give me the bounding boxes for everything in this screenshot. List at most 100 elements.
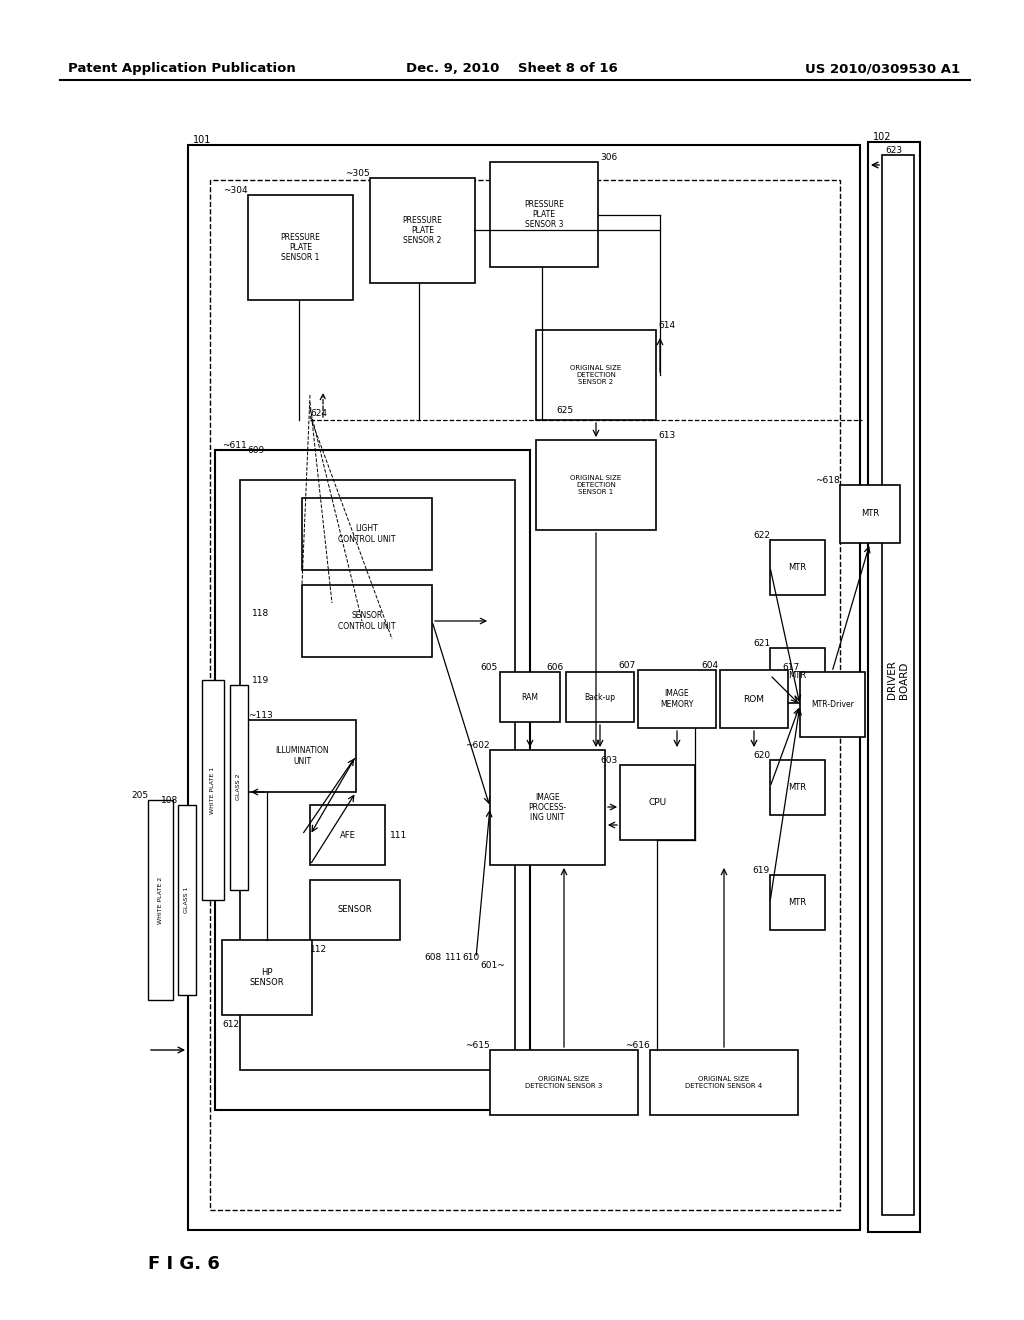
Bar [490,1049,638,1115]
Bar [148,800,173,1001]
Text: WHITE PLATE 1: WHITE PLATE 1 [211,767,215,813]
Text: MTR-Driver: MTR-Driver [811,700,854,709]
Text: PRESSURE
PLATE
SENSOR 1: PRESSURE PLATE SENSOR 1 [281,232,321,263]
Text: SENSOR: SENSOR [338,906,373,915]
Bar [248,719,356,792]
Text: CPU: CPU [648,799,667,807]
Text: MTR: MTR [861,510,879,519]
Text: MTR: MTR [788,671,807,680]
Text: ~616: ~616 [626,1041,650,1049]
Text: 605: 605 [480,663,498,672]
Bar [500,672,560,722]
Bar [178,805,196,995]
Bar [770,540,825,595]
Text: ILLUMINATION
UNIT: ILLUMINATION UNIT [275,746,329,766]
Bar [188,145,860,1230]
Text: GLASS 2: GLASS 2 [237,774,242,800]
Text: 621: 621 [753,639,770,648]
Text: ~611: ~611 [222,441,247,450]
Bar [650,1049,798,1115]
Text: WHITE PLATE 2: WHITE PLATE 2 [159,876,164,924]
Text: ~305: ~305 [345,169,370,178]
Bar [490,750,605,865]
Text: 620: 620 [753,751,770,760]
Text: 112: 112 [310,945,327,954]
Bar [800,672,865,737]
Text: Back-up: Back-up [585,693,615,701]
Text: Patent Application Publication: Patent Application Publication [68,62,296,75]
Text: ~602: ~602 [465,741,490,750]
Text: 610: 610 [462,953,479,962]
Bar [868,143,920,1232]
Text: 108: 108 [161,796,178,805]
Text: 609: 609 [247,446,264,455]
Bar [240,480,515,1071]
Text: 607: 607 [618,661,636,671]
Text: 617: 617 [782,663,800,672]
Text: PRESSURE
PLATE
SENSOR 3: PRESSURE PLATE SENSOR 3 [524,199,564,230]
Text: SENSOR
CONTROL UNIT: SENSOR CONTROL UNIT [338,611,395,631]
Text: 614: 614 [658,321,675,330]
Text: 623: 623 [885,147,902,154]
Text: 619: 619 [753,866,770,875]
Text: ~113: ~113 [248,711,272,719]
Bar [720,671,788,729]
Bar [202,680,224,900]
Text: ROM: ROM [743,694,765,704]
Text: MTR: MTR [788,783,807,792]
Bar [302,585,432,657]
Text: US 2010/0309530 A1: US 2010/0309530 A1 [805,62,961,75]
Text: ~618: ~618 [815,477,840,484]
Text: DRIVER
BOARD: DRIVER BOARD [887,660,909,700]
Bar [310,880,400,940]
Text: 118: 118 [252,609,269,618]
Bar [490,162,598,267]
Bar [230,685,248,890]
Text: ~304: ~304 [223,186,248,195]
Text: 625: 625 [556,407,573,414]
Text: Dec. 9, 2010    Sheet 8 of 16: Dec. 9, 2010 Sheet 8 of 16 [407,62,617,75]
Bar [770,875,825,931]
Text: ORIGINAL SIZE
DETECTION SENSOR 3: ORIGINAL SIZE DETECTION SENSOR 3 [525,1076,603,1089]
Text: ORIGINAL SIZE
DETECTION SENSOR 4: ORIGINAL SIZE DETECTION SENSOR 4 [685,1076,763,1089]
Bar [882,154,914,1214]
Text: ORIGINAL SIZE
DETECTION
SENSOR 2: ORIGINAL SIZE DETECTION SENSOR 2 [570,366,622,385]
Text: 102: 102 [873,132,892,143]
Text: 205: 205 [131,791,148,800]
Text: ORIGINAL SIZE
DETECTION
SENSOR 1: ORIGINAL SIZE DETECTION SENSOR 1 [570,475,622,495]
Text: 306: 306 [600,153,617,162]
Text: 604: 604 [700,661,718,671]
Text: 111: 111 [390,830,408,840]
Bar [840,484,900,543]
Text: 111: 111 [445,953,462,962]
Bar [770,760,825,814]
Text: 622: 622 [753,531,770,540]
Text: 608: 608 [424,953,441,962]
Bar [302,498,432,570]
Text: 601~: 601~ [480,961,505,969]
Text: LIGHT
CONTROL UNIT: LIGHT CONTROL UNIT [338,524,395,544]
Bar [536,330,656,420]
Bar [210,180,840,1210]
Text: GLASS 1: GLASS 1 [184,887,189,913]
Bar [566,672,634,722]
Bar [770,648,825,704]
Text: 624: 624 [310,409,327,418]
Text: 606: 606 [547,663,564,672]
Bar [248,195,353,300]
Bar [620,766,695,840]
Text: 612: 612 [222,1020,240,1030]
Bar [215,450,530,1110]
Text: RAM: RAM [521,693,539,701]
Bar [222,940,312,1015]
Bar [370,178,475,282]
Bar [310,805,385,865]
Text: 613: 613 [658,432,675,440]
Text: AFE: AFE [340,830,355,840]
Bar [638,671,716,729]
Text: 119: 119 [252,676,269,685]
Text: ~615: ~615 [465,1041,490,1049]
Text: F I G. 6: F I G. 6 [148,1255,220,1272]
Bar [536,440,656,531]
Text: 603: 603 [601,756,618,766]
